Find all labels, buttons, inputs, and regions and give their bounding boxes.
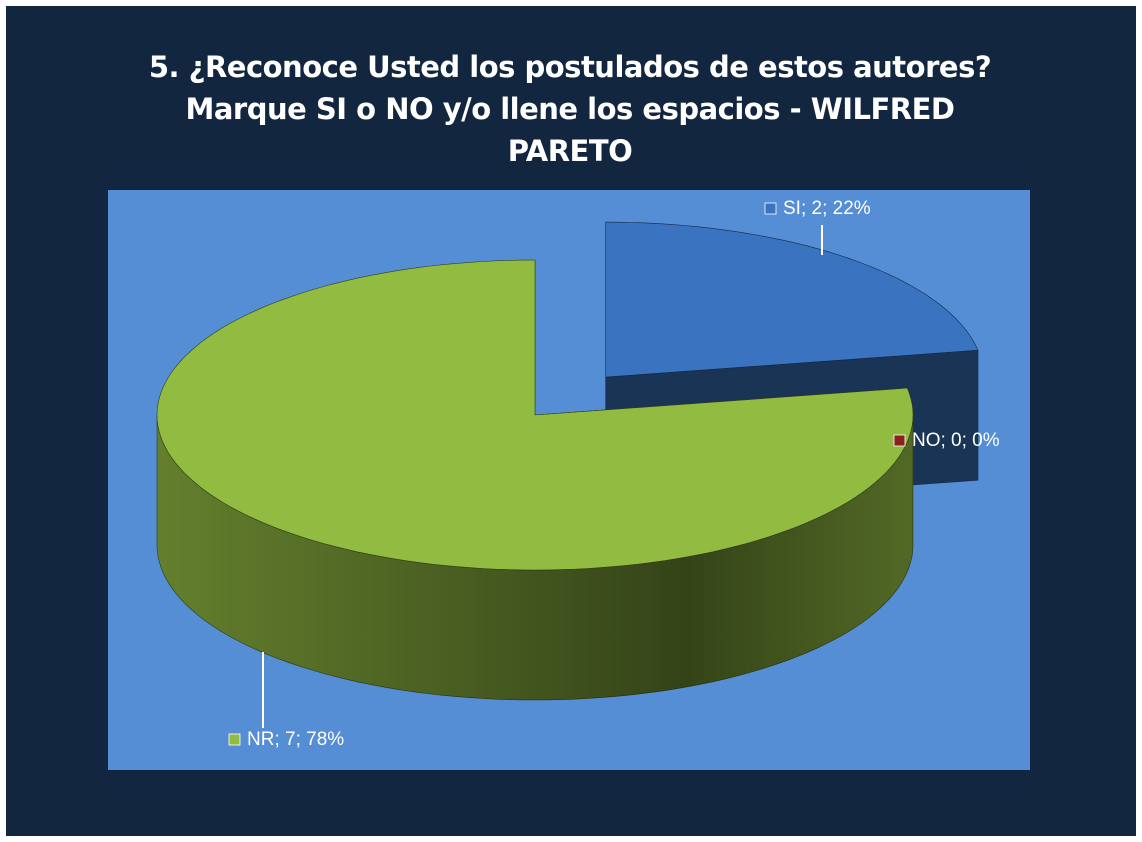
pie-slice: [156, 259, 914, 701]
slice-side-shade: [157, 415, 913, 700]
slice-top: [605, 221, 979, 378]
data-label: SI; 2; 22%: [783, 198, 871, 219]
chart-title: 5. ¿Reconoce Usted los postulados de est…: [148, 50, 992, 168]
data-label: NR; 7; 78%: [247, 729, 344, 750]
data-label: NO; 0; 0%: [912, 430, 1000, 451]
label-key: [764, 202, 777, 215]
label-key: [228, 733, 241, 746]
slice-top: [156, 259, 914, 571]
label-key: [893, 434, 906, 447]
